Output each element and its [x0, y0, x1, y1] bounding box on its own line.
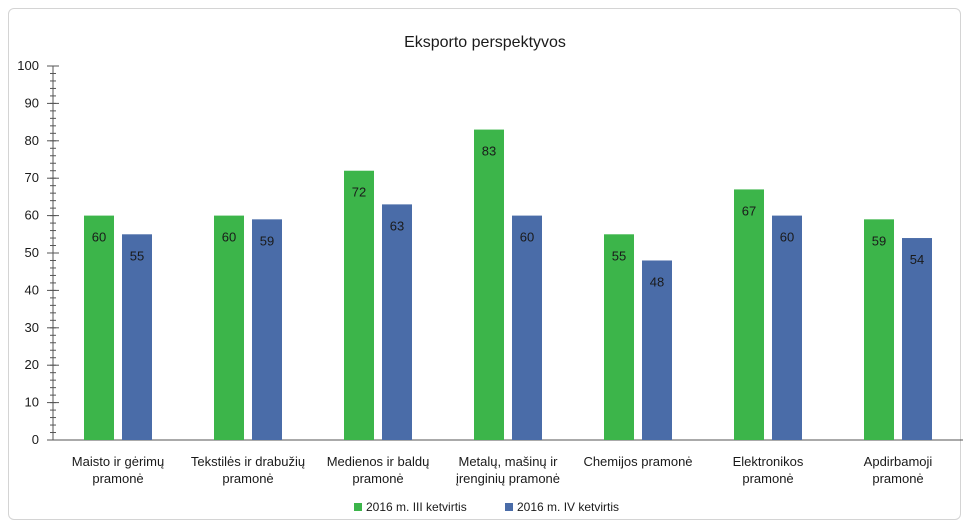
bar-value-label: 60 — [780, 230, 794, 245]
legend-swatch — [354, 503, 362, 511]
bar — [604, 234, 634, 440]
x-tick-label: Chemijos pramonė — [583, 454, 692, 469]
legend-label: 2016 m. III ketvirtis — [366, 500, 467, 514]
bar-value-label: 55 — [612, 248, 626, 263]
bar — [214, 215, 244, 440]
bar — [642, 260, 672, 440]
bar-value-label: 60 — [92, 230, 106, 245]
x-tick-label: pramonė — [872, 471, 923, 486]
x-tick-label: Medienos ir baldų — [327, 454, 430, 469]
bars — [84, 129, 932, 440]
bar-value-label: 48 — [650, 274, 664, 289]
bar-value-label: 60 — [520, 230, 534, 245]
chart-title: Eksporto perspektyvos — [404, 34, 566, 51]
bar — [512, 215, 542, 440]
legend-swatch — [505, 503, 513, 511]
bar-value-label: 55 — [130, 248, 144, 263]
y-tick-label: 40 — [25, 282, 39, 297]
y-tick-label: 30 — [25, 320, 39, 335]
bar — [84, 215, 114, 440]
bar — [474, 129, 504, 440]
bar-value-label: 54 — [910, 252, 924, 267]
bar — [902, 238, 932, 440]
bar — [864, 219, 894, 440]
bar — [252, 219, 282, 440]
bar-value-label: 83 — [482, 144, 496, 159]
x-tick-label: pramonė — [742, 471, 793, 486]
x-tick-label: pramonė — [92, 471, 143, 486]
y-tick-label: 0 — [32, 432, 39, 447]
bar — [382, 204, 412, 440]
bar — [344, 170, 374, 440]
y-tick-label: 10 — [25, 395, 39, 410]
x-tick-label: Apdirbamoji — [864, 454, 933, 469]
y-tick-label: 50 — [25, 245, 39, 260]
y-tick-label: 60 — [25, 208, 39, 223]
x-tick-label: įrenginių pramonė — [456, 471, 560, 486]
bar-value-label: 60 — [222, 230, 236, 245]
bar-value-label: 67 — [742, 203, 756, 218]
bar-value-label: 72 — [352, 185, 366, 200]
y-tick-label: 20 — [25, 357, 39, 372]
x-tick-label: Maisto ir gėrimų — [72, 454, 164, 469]
legend: 2016 m. III ketvirtis 2016 m. IV ketvirti… — [354, 500, 619, 514]
bar — [122, 234, 152, 440]
category-labels: Maisto ir gėrimų pramonė Tekstilės ir drab… — [72, 454, 933, 486]
bar-value-label: 63 — [390, 218, 404, 233]
bar — [772, 215, 802, 440]
y-tick-label: 90 — [25, 95, 39, 110]
x-tick-label: pramonė — [352, 471, 403, 486]
bar-value-label: 59 — [260, 233, 274, 248]
bar-value-label: 59 — [872, 233, 886, 248]
x-tick-label: Tekstilės ir drabužių — [191, 454, 305, 469]
value-labels: 60 55 60 59 72 63 83 60 55 48 67 60 59 54 — [92, 144, 924, 290]
legend-label: 2016 m. IV ketvirtis — [517, 500, 619, 514]
axes: 0 10 20 30 40 50 60 70 80 90 100 — [17, 58, 963, 447]
x-tick-label: Elektronikos — [733, 454, 804, 469]
y-tick-label: 70 — [25, 170, 39, 185]
y-tick-label: 80 — [25, 133, 39, 148]
bar — [734, 189, 764, 440]
x-tick-label: pramonė — [222, 471, 273, 486]
y-tick-label: 100 — [17, 58, 39, 73]
x-tick-label: Metalų, mašinų ir — [459, 454, 559, 469]
